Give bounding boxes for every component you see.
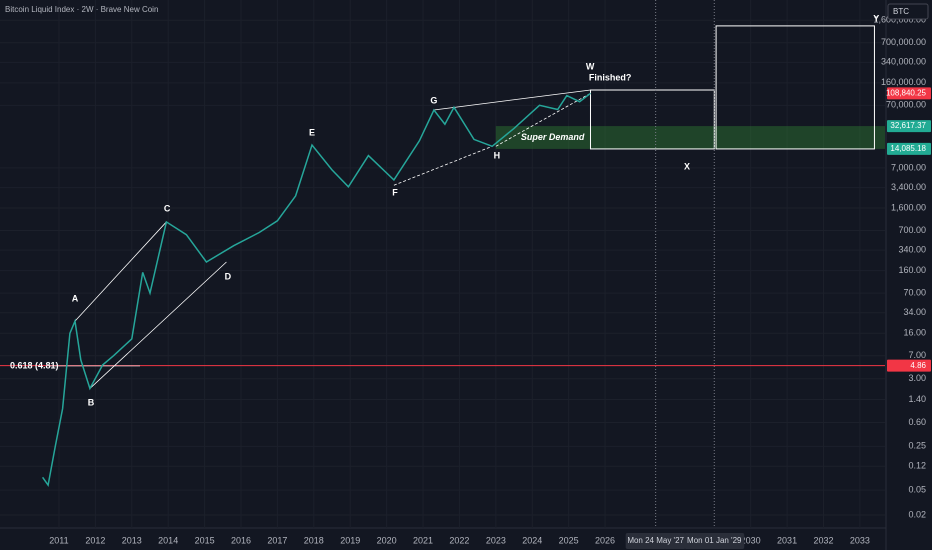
y-tick-label: 700,000.00 [881, 37, 926, 47]
y-tick-label: 34.00 [903, 307, 926, 317]
y-tick-label: 0.25 [908, 441, 926, 451]
price-label-bg [887, 120, 931, 133]
annotation: B [88, 397, 95, 407]
x-tick-label: 2015 [195, 535, 215, 545]
chart-title: Bitcoin Liquid Index · 2W · Brave New Co… [5, 5, 158, 14]
date-label: Mon 01 Jan '29 [687, 536, 742, 545]
price-label: 32,617.37 [890, 121, 926, 130]
price-label: 14,085.18 [890, 144, 926, 153]
demand-zone [495, 126, 885, 149]
annotation: Y [873, 13, 879, 23]
x-tick-label: 2024 [522, 535, 542, 545]
y-tick-label: 0.60 [908, 417, 926, 427]
fib-label: 0.618 (4.81) [10, 360, 59, 370]
annotation: A [72, 294, 79, 304]
annotation: X [684, 161, 690, 171]
x-tick-label: 2032 [813, 535, 833, 545]
x-tick-label: 2021 [413, 535, 433, 545]
y-tick-label: 700.00 [898, 225, 926, 235]
y-tick-label: 160.00 [898, 265, 926, 275]
x-tick-label: 2017 [267, 535, 287, 545]
trendline [393, 145, 493, 186]
x-tick-label: 2030 [741, 535, 761, 545]
zone-label: Super Demand [521, 132, 585, 142]
trendline [89, 261, 227, 389]
x-tick-label: 2018 [304, 535, 324, 545]
projection-box [715, 25, 875, 150]
y-tick-label: 3.00 [908, 373, 926, 383]
y-tick-label: 340,000.00 [881, 57, 926, 67]
date-label-bg [625, 533, 686, 549]
y-tick-label: 1,600,000.00 [873, 15, 926, 25]
annotation: F [392, 187, 398, 197]
x-tick-label: 2016 [231, 535, 251, 545]
date-label: Mon 24 May '27 [627, 536, 684, 545]
price-label-bg [887, 142, 931, 155]
x-tick-label: 2014 [158, 535, 178, 545]
projection-box [589, 89, 715, 150]
y-tick-label: 7.00 [908, 350, 926, 360]
x-tick-label: 2031 [777, 535, 797, 545]
x-tick-label: 2011 [49, 535, 68, 545]
x-tick-label: 2019 [340, 535, 360, 545]
annotation: W [586, 61, 595, 71]
x-tick-label: 2012 [85, 535, 105, 545]
y-tick-label: 16.00 [903, 328, 926, 338]
y-tick-label: 70.00 [903, 288, 926, 298]
x-tick-label: 2025 [559, 535, 579, 545]
y-tick-label: 3,400.00 [891, 182, 926, 192]
y-tick-label: 1.40 [908, 394, 926, 404]
y-tick-label: 0.05 [908, 484, 926, 494]
y-tick-label: 1,600.00 [891, 202, 926, 212]
y-tick-label: 340.00 [898, 245, 926, 255]
x-tick-label: 2022 [449, 535, 469, 545]
y-tick-label: 0.02 [908, 509, 926, 519]
y-tick-label: 70,000.00 [886, 100, 926, 110]
y-tick-label: 0.12 [908, 461, 926, 471]
price-label: 108,840.25 [886, 88, 927, 97]
x-tick-label: 2026 [595, 535, 615, 545]
y-tick-label: 7,000.00 [891, 162, 926, 172]
annotation: E [309, 127, 315, 137]
symbol-box [887, 3, 929, 20]
x-tick-label: 2033 [850, 535, 870, 545]
y-tick-label: 160,000.00 [881, 77, 926, 87]
date-label-bg [684, 533, 745, 549]
price-label: 4.86 [910, 361, 926, 370]
price-line-series [41, 92, 591, 487]
trendline [433, 89, 591, 111]
annotation: G [430, 95, 437, 105]
symbol: BTC [893, 7, 909, 16]
price-label-bg [887, 87, 931, 100]
x-tick-label: 2023 [486, 535, 506, 545]
trendline [495, 92, 591, 147]
x-tick-label: 2013 [122, 535, 142, 545]
annotation: Finished? [589, 72, 632, 82]
price-label-bg [887, 359, 931, 372]
trendline [74, 221, 167, 322]
annotation: C [164, 203, 171, 213]
annotation: H [494, 150, 501, 160]
x-tick-label: 2020 [377, 535, 397, 545]
annotation: D [225, 272, 232, 282]
